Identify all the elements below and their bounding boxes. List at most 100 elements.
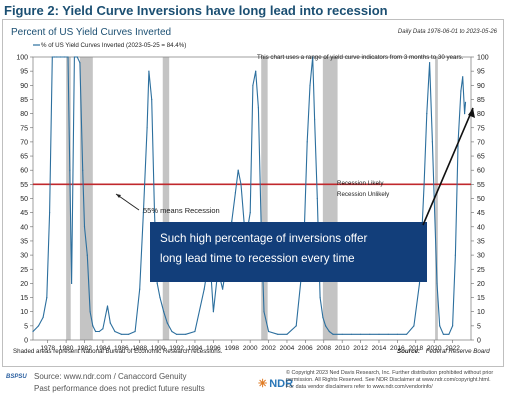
- y-tick-label-right-80: 80: [477, 111, 485, 118]
- data-point: [203, 288, 205, 290]
- x-tick-label-1996: 1996: [206, 345, 221, 352]
- data-point: [231, 220, 233, 222]
- recession-likely-label: Recession Likely: [337, 180, 384, 187]
- plot-frame: [32, 56, 472, 341]
- annotation-arrowhead: [468, 108, 475, 118]
- y-tick-label-left-0: 0: [24, 338, 28, 345]
- x-tick-label-2004: 2004: [280, 345, 295, 352]
- recession-band-0: [66, 57, 71, 340]
- y-tick-label-right-30: 30: [477, 253, 485, 260]
- y-tick-label-right-25: 25: [477, 267, 485, 274]
- data-point: [322, 316, 324, 318]
- data-point: [436, 282, 438, 284]
- y-tick-label-left-75: 75: [20, 125, 28, 132]
- y-tick-label-left-55: 55: [20, 182, 28, 189]
- data-point: [83, 226, 86, 228]
- data-point: [286, 333, 288, 335]
- data-point: [171, 330, 173, 333]
- y-tick-label-left-90: 90: [20, 83, 28, 90]
- data-point: [139, 288, 141, 290]
- data-point: [268, 330, 270, 333]
- y-tick-label-right-50: 50: [477, 196, 485, 203]
- y-tick-label-right-85: 85: [477, 97, 485, 104]
- y-tick-label-left-80: 80: [20, 111, 28, 118]
- data-point: [369, 333, 371, 335]
- data-point: [63, 56, 65, 58]
- figure-title: Figure 2: Yield Curve Inversions have lo…: [4, 3, 388, 18]
- x-tick-label-2012: 2012: [353, 345, 368, 352]
- y-tick-label-right-40: 40: [477, 224, 485, 231]
- chart-panel: Percent of US Yield Curves Inverted Dail…: [2, 19, 504, 367]
- shaded-note: Shaded areas represent National Bureau o…: [13, 348, 223, 355]
- x-tick-label-2000: 2000: [243, 345, 258, 352]
- data-point: [295, 325, 297, 327]
- y-tick-label-left-50: 50: [20, 196, 28, 203]
- data-point: [257, 107, 259, 109]
- chart-title: Percent of US Yield Curves Inverted: [11, 27, 171, 38]
- data-point: [464, 101, 467, 103]
- data-point: [73, 56, 75, 58]
- data-point: [413, 325, 415, 327]
- date-range-label: Daily Data 1976-06-01 to 2023-05-26: [398, 29, 498, 35]
- data-point: [89, 311, 91, 313]
- y-tick-label-left-85: 85: [20, 97, 28, 104]
- data-point: [222, 288, 224, 290]
- data-point: [249, 212, 251, 214]
- data-point: [79, 62, 81, 64]
- x-tick-label-1986: 1986: [114, 345, 129, 352]
- data-point: [234, 192, 236, 194]
- annotation-text-line1: Such high percentage of inversions offer: [160, 232, 367, 245]
- y-tick-label-left-40: 40: [20, 224, 28, 231]
- data-point: [448, 333, 450, 335]
- x-tick-label-2016: 2016: [390, 345, 405, 352]
- data-point: [92, 325, 94, 327]
- data-point: [114, 330, 116, 333]
- x-tick-label-2002: 2002: [261, 345, 276, 352]
- data-point: [60, 56, 62, 58]
- y-tick-label-right-95: 95: [477, 69, 485, 76]
- chart-note: This chart uses a range of yield curve i…: [257, 54, 464, 61]
- data-point: [185, 333, 187, 335]
- data-point: [142, 212, 144, 214]
- x-tick-label-2022: 2022: [445, 345, 460, 352]
- y-tick-label-left-65: 65: [20, 154, 28, 161]
- ndr-logo: ✳ NDR: [258, 378, 294, 390]
- copyright-text: © Copyright 2023 Ned Davis Research, Inc…: [286, 370, 494, 391]
- y-tick-label-left-30: 30: [20, 253, 28, 260]
- annotation-box: [150, 222, 427, 282]
- data-point: [396, 333, 398, 335]
- data-point: [263, 311, 265, 313]
- y-tick-label-right-60: 60: [477, 168, 485, 175]
- recession-unlikely-label: Recession Unlikely: [337, 191, 390, 198]
- past-performance-line: Past performance does not predict future…: [34, 384, 205, 393]
- x-tick-label-1988: 1988: [132, 345, 147, 352]
- y-tick-label-left-25: 25: [20, 267, 28, 274]
- data-point: [71, 282, 73, 284]
- x-tick-label-2006: 2006: [298, 345, 313, 352]
- y-tick-label-right-10: 10: [477, 309, 485, 316]
- data-point: [37, 325, 40, 327]
- data-point: [42, 316, 44, 318]
- data-point: [429, 62, 431, 64]
- data-point: [86, 254, 88, 256]
- data-point: [120, 333, 122, 335]
- data-point: [431, 141, 433, 143]
- data-point: [67, 56, 69, 58]
- data-point: [175, 333, 178, 335]
- x-tick-label-2018: 2018: [408, 345, 423, 352]
- data-point: [82, 169, 84, 171]
- data-point: [128, 333, 130, 335]
- footer-badge: BSPSU: [6, 374, 27, 380]
- y-tick-label-left-100: 100: [16, 55, 28, 62]
- data-point: [319, 297, 321, 299]
- data-point: [159, 297, 161, 299]
- data-point: [49, 212, 51, 214]
- y-tick-label-right-100: 100: [477, 55, 489, 62]
- y-tick-label-right-90: 90: [477, 83, 485, 90]
- data-point: [46, 297, 48, 299]
- data-point: [387, 333, 389, 335]
- data-point: [146, 127, 148, 129]
- x-tick-label-1994: 1994: [188, 345, 203, 352]
- data-point: [156, 282, 158, 284]
